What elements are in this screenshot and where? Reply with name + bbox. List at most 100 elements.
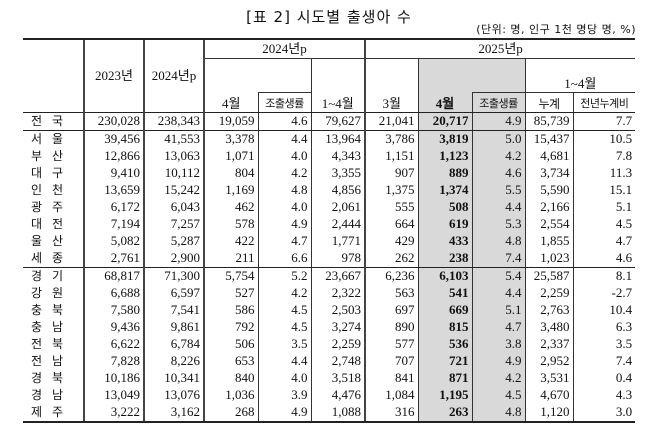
cell-cumulative-2025: 2,554	[524, 215, 574, 233]
cell-cumulative-2025: 4,670	[524, 386, 574, 404]
cell-y2024: 10,112	[143, 164, 204, 182]
cell-crude-2024: 4.6	[257, 112, 311, 131]
cell-yoy-2025: 6.3	[572, 318, 636, 336]
cell-y2023: 3,222	[83, 403, 144, 423]
cell-janapr-2024: 3,274	[310, 318, 366, 336]
cell-apr-2024: 578	[203, 215, 258, 233]
cell-y2024: 7,257	[143, 215, 204, 233]
cell-apr-2025: 721	[417, 352, 473, 370]
cell-janapr-2024: 4,856	[310, 181, 366, 199]
table-row: 세종 2,761 2,900 211 6.6 978 262 238 7.4 1,023 4.6	[23, 249, 636, 268]
cell-mar-2025: 890	[364, 318, 419, 336]
cell-crude-2025: 4.7	[471, 318, 526, 336]
cell-mar-2025: 1,375	[364, 181, 419, 199]
cell-yoy-2025: 10.5	[572, 130, 636, 148]
cell-yoy-2025: 4.7	[572, 232, 636, 250]
cell-cumulative-2025: 5,590	[524, 181, 574, 199]
cell-mar-2025: 697	[364, 301, 419, 319]
table-row: 울산 5,082 5,287 422 4.7 1,771 429 433 4.8 1,855 4.7	[23, 232, 636, 250]
cell-crude-2025: 3.8	[471, 335, 526, 353]
region-label: 충북	[31, 303, 74, 317]
table-row: 제주 3,222 3,162 268 4.9 1,088 316 263 4.8 1,120 3.0	[23, 403, 636, 423]
cell-crude-2024: 4.0	[257, 198, 311, 216]
cell-crude-2024: 4.2	[257, 284, 311, 302]
cell-y2024: 6,043	[143, 198, 204, 216]
cell-yoy-2025: 11.3	[572, 164, 636, 182]
cell-yoy-2025: 3.0	[572, 403, 636, 423]
cell-apr-2024: 268	[203, 403, 258, 423]
cell-crude-2025: 4.4	[471, 284, 526, 302]
cell-apr-2024: 840	[203, 369, 258, 387]
cell-apr-2025: 3,819	[417, 130, 473, 148]
region-label: 부산	[31, 149, 74, 163]
cell-apr-2025: 238	[417, 249, 473, 268]
cell-yoy-2025: 4.5	[572, 215, 636, 233]
cell-y2023: 6,172	[83, 198, 144, 216]
cell-cumulative-2025: 4,681	[524, 147, 574, 165]
cell-y2023: 6,688	[83, 284, 144, 302]
cell-apr-2025: 619	[417, 215, 473, 233]
cell-y2023: 230,028	[83, 112, 144, 131]
unit-note: (단위: 명, 인구 1천 명당 명, %)	[476, 23, 636, 36]
cell-janapr-2024: 978	[310, 249, 366, 268]
cell-janapr-2024: 2,061	[310, 198, 366, 216]
table-row: 전남 7,828 8,226 653 4.4 2,748 707 721 4.9 2,952 7.4	[23, 352, 636, 370]
cell-y2023: 7,580	[83, 301, 144, 319]
table-row: 광주 6,172 6,043 462 4.0 2,061 555 508 4.4 2,166 5.1	[23, 198, 636, 216]
region-label: 대전	[31, 217, 74, 231]
spacer-2024	[203, 58, 311, 92]
cell-janapr-2024: 2,503	[310, 301, 366, 319]
cell-apr-2024: 1,036	[203, 386, 258, 404]
cell-mar-2025: 6,236	[364, 267, 419, 285]
cell-cumulative-2025: 15,437	[524, 130, 574, 148]
cell-crude-2025: 4.5	[471, 386, 526, 404]
cell-apr-2025: 433	[417, 232, 473, 250]
cell-janapr-2024: 79,627	[310, 112, 366, 131]
cell-y2024: 3,162	[143, 403, 204, 423]
cell-janapr-2024: 1,088	[310, 403, 366, 423]
cell-cumulative-2025: 25,587	[524, 267, 574, 285]
region-label: 서울	[31, 132, 74, 146]
cell-apr-2025: 508	[417, 198, 473, 216]
cell-y2024: 15,242	[143, 181, 204, 199]
cell-apr-2025: 541	[417, 284, 473, 302]
cell-mar-2025: 3,786	[364, 130, 419, 148]
cell-crude-2024: 4.2	[257, 164, 311, 182]
cell-janapr-2024: 2,748	[310, 352, 366, 370]
cell-y2023: 2,761	[83, 249, 144, 268]
cell-yoy-2025: 3.5	[572, 335, 636, 353]
cell-apr-2024: 211	[203, 249, 258, 268]
region-label: 강원	[31, 286, 74, 300]
region-label: 제주	[23, 403, 84, 423]
cell-apr-2025: 1,374	[417, 181, 473, 199]
cell-y2024: 2,900	[143, 249, 204, 268]
cell-cumulative-2025: 2,763	[524, 301, 574, 319]
region-label: 경북	[31, 371, 74, 385]
cell-cumulative-2025: 1,855	[524, 232, 574, 250]
region-label: 울산	[31, 234, 74, 248]
cell-y2023: 5,082	[83, 232, 144, 250]
table-row: 인천 13,659 15,242 1,169 4.8 4,856 1,375 1,374 5.5…	[23, 181, 636, 199]
cell-cumulative-2025: 2,337	[524, 335, 574, 353]
header-2025-mar: 3월	[364, 58, 419, 113]
cell-y2023: 12,866	[83, 147, 144, 165]
cell-apr-2025: 263	[417, 403, 473, 423]
births-by-region-table: 2023년 2024년p 2024년p 2025년p 1~4월 3월 1~4월 …	[23, 38, 636, 423]
table-row: 전북 6,622 6,784 506 3.5 2,259 577 536 3.8 2,337 3.5	[23, 335, 636, 353]
cell-yoy-2025: 7.8	[572, 147, 636, 165]
cell-mar-2025: 577	[364, 335, 419, 353]
header-2025-crude: 조출생률	[471, 91, 526, 113]
cell-y2023: 13,659	[83, 181, 144, 199]
cell-y2023: 7,194	[83, 215, 144, 233]
cell-mar-2025: 316	[364, 403, 419, 423]
region-label: 충남	[31, 320, 74, 334]
cell-crude-2025: 5.1	[471, 301, 526, 319]
cell-mar-2025: 262	[364, 249, 419, 268]
cell-mar-2025: 429	[364, 232, 419, 250]
region-label: 전북	[31, 337, 74, 351]
cell-mar-2025: 664	[364, 215, 419, 233]
cell-crude-2025: 4.2	[471, 369, 526, 387]
cell-cumulative-2025: 3,734	[524, 164, 574, 182]
cell-y2023: 7,828	[83, 352, 144, 370]
table-row: 강원 6,688 6,597 527 4.2 2,322 563 541 4.4 2,259 -2.…	[23, 284, 636, 302]
